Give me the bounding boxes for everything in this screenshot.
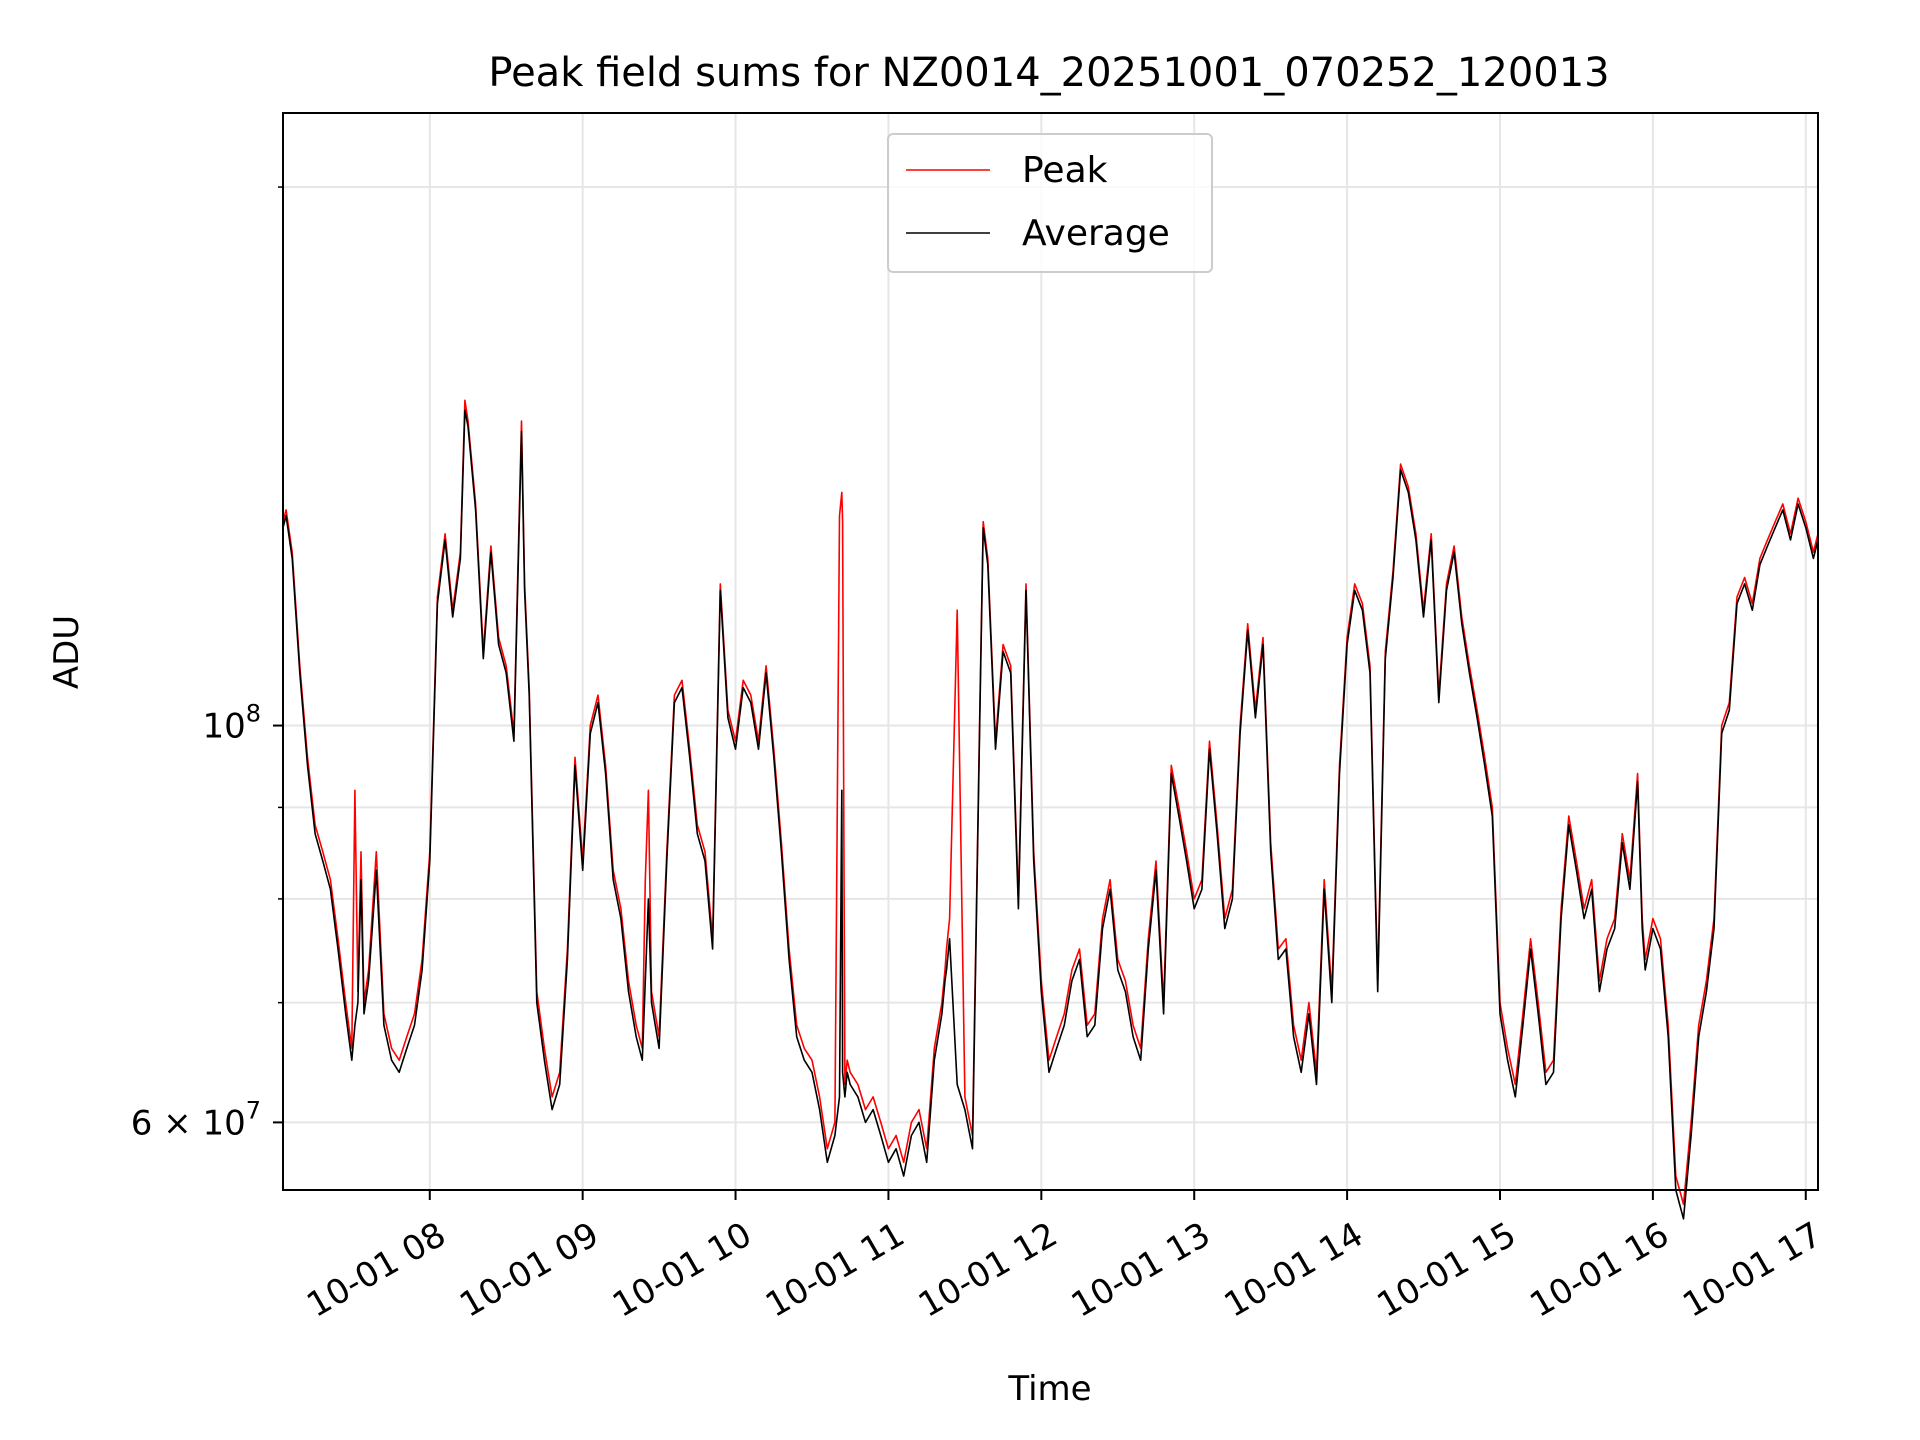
legend-box [887, 133, 1213, 273]
y-axis: 108 6 × 107 [131, 186, 283, 1143]
y-tick-label: 6 × 107 [131, 1096, 261, 1143]
y-axis-label: ADU [47, 615, 87, 689]
legend-average-label: Average [1022, 213, 1170, 254]
series-layer [282, 399, 1819, 1220]
plot-frame [282, 112, 1819, 1191]
legend: Peak Average [887, 133, 1213, 273]
y-tick-label: 108 [202, 700, 261, 747]
x-axis-label: Time [1007, 1369, 1091, 1409]
series-line-average [282, 409, 1819, 1220]
legend-peak-label: Peak [1022, 150, 1108, 191]
chart-title: Peak field sums for NZ0014_20251001_0702… [488, 50, 1609, 96]
grid [283, 113, 1818, 1190]
